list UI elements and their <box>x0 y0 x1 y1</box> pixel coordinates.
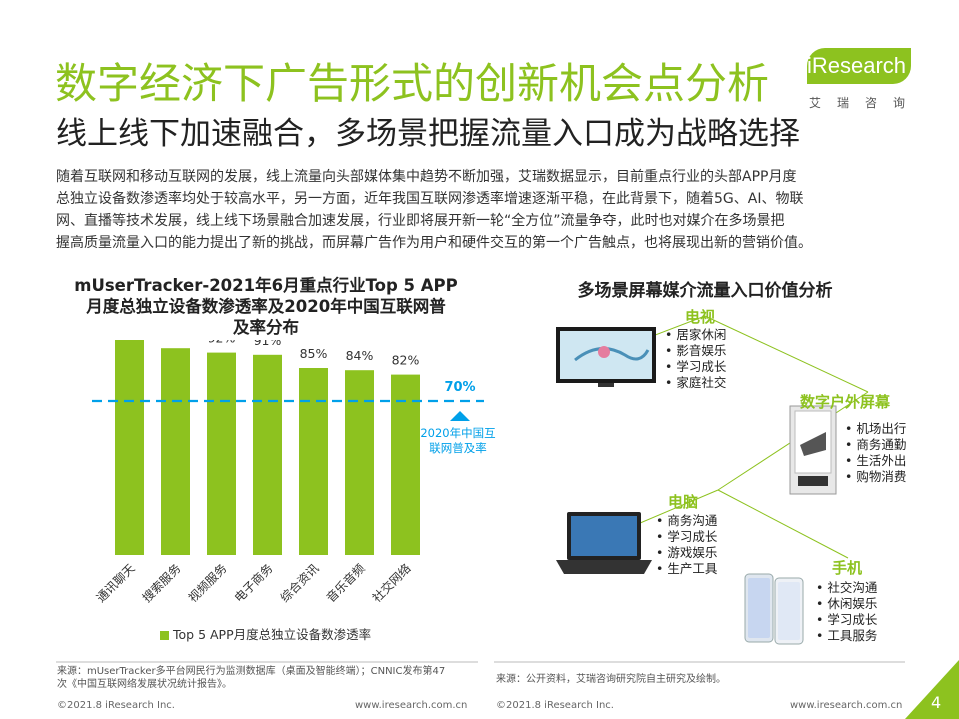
intro-paragraph: 随着互联网和移动互联网的发展，线上流量向头部媒体集中趋势不断加强，艾瑞数据显示，… <box>56 166 908 254</box>
chart-title-line: mUserTracker-2021年6月重点行业Top 5 APP <box>74 276 458 295</box>
device-item: 游戏娱乐 <box>656 545 717 561</box>
logo-cn: 艾瑞咨询 <box>809 96 922 110</box>
device-list-phone: 社交沟通 休闲娱乐 学习成长 工具服务 <box>816 580 877 644</box>
source-line: 来源：mUserTracker多平台网民行为监测数据库（桌面及智能终端）；CNN… <box>57 666 446 677</box>
device-item: 购物消费 <box>845 469 906 485</box>
chart-legend: Top 5 APP月度总独立设备数渗透率 <box>160 624 371 643</box>
device-list-outdoor: 机场出行 商务通勤 生活外出 购物消费 <box>845 421 906 485</box>
reference-value-label: 70% <box>444 380 475 395</box>
bar-value-label: 94% <box>162 340 190 341</box>
footer-url-left: www.iresearch.com.cn <box>355 700 468 711</box>
reference-marker-icon <box>450 411 470 421</box>
device-item: 机场出行 <box>845 421 906 437</box>
bar <box>391 374 420 555</box>
paragraph-line: 握高质量流量入口的能力提出了新的挑战，而屏幕广告作为用户和硬件交互的第一个广告触… <box>56 235 812 251</box>
page-title: 数字经济下广告形式的创新机会点分析 <box>55 59 770 108</box>
bar-value-label: 84% <box>346 348 374 363</box>
paragraph-line: 随着互联网和移动互联网的发展，线上流量向头部媒体集中趋势不断加强，艾瑞数据显示，… <box>56 169 797 185</box>
device-item: 影音娱乐 <box>665 343 726 359</box>
outdoor-screen-icon <box>789 405 837 495</box>
source-left: 来源：mUserTracker多平台网民行为监测数据库（桌面及智能终端）；CNN… <box>57 665 477 691</box>
device-title-pc: 电脑 <box>668 493 699 511</box>
bar <box>253 354 282 555</box>
bar-value-label: 82% <box>392 353 420 368</box>
page-number: 4 <box>931 693 942 712</box>
right-panel-title: 多场景屏幕媒介流量入口价值分析 <box>577 281 833 301</box>
device-item: 社交沟通 <box>816 580 877 596</box>
bar <box>299 368 328 555</box>
tv-icon <box>556 327 656 387</box>
logo-badge <box>807 48 911 84</box>
page-subtitle: 线上线下加速融合，多场景把握流量入口成为战略选择 <box>56 116 800 152</box>
footer-copyright-left: ©2021.8 iResearch Inc. <box>57 700 175 711</box>
chart-title-line: 及率分布 <box>233 318 299 337</box>
device-item: 学习成长 <box>656 529 717 545</box>
device-item: 工具服务 <box>816 628 877 644</box>
iresearch-logo: iResearch 艾瑞咨询 <box>793 44 911 116</box>
paragraph-line: 总独立设备数渗透率均处于较高水平，另一方面，近年我国互联网渗透率增速逐渐平稳，在… <box>56 191 804 207</box>
logo-brand: iResearch <box>807 53 907 78</box>
device-item: 生产工具 <box>656 561 717 577</box>
page-corner-shape <box>905 660 959 719</box>
device-list-tv: 居家休闲 影音娱乐 学习成长 家庭社交 <box>665 327 726 391</box>
penetration-bar-chart: 98%通讯聊天94%搜索服务92%视频服务91%电子商务85%综合资讯84%音乐… <box>92 340 496 605</box>
reference-note-label: 2020年中国互 <box>420 426 495 440</box>
device-item: 家庭社交 <box>665 375 726 391</box>
connector-line <box>704 315 869 393</box>
paragraph-line: 网、直播等技术发展，线上线下场景融合加速发展，行业即将展开新一轮“全方位”流量争… <box>56 213 785 229</box>
phone-icon <box>744 573 804 645</box>
laptop-icon <box>556 512 652 574</box>
device-item: 商务沟通 <box>656 513 717 529</box>
device-item: 学习成长 <box>816 612 877 628</box>
chart-title: mUserTracker-2021年6月重点行业Top 5 APP 月度总独立设… <box>56 275 476 338</box>
device-item: 居家休闲 <box>665 327 726 343</box>
device-item: 学习成长 <box>665 359 726 375</box>
device-item: 商务通勤 <box>845 437 906 453</box>
reference-note-label: 联网普及率 <box>429 441 487 455</box>
source-right: 来源：公开资料，艾瑞咨询研究院自主研究及绘制。 <box>496 674 726 685</box>
legend-label: Top 5 APP月度总独立设备数渗透率 <box>173 627 372 642</box>
legend-swatch <box>160 631 169 640</box>
bar <box>161 348 190 555</box>
footer-copyright-right: ©2021.8 iResearch Inc. <box>496 700 614 711</box>
device-title-tv: 电视 <box>685 308 716 326</box>
device-title-outdoor: 数字户外屏幕 <box>800 393 891 411</box>
bar-value-label: 91% <box>254 340 282 348</box>
bar-value-label: 85% <box>300 346 328 361</box>
source-line: 次《中国互联网络发展状况统计报告》。 <box>57 679 232 690</box>
device-item: 休闲娱乐 <box>816 596 877 612</box>
footer-url-right: www.iresearch.com.cn <box>790 700 903 711</box>
chart-title-line: 月度总独立设备数渗透率及2020年中国互联网普 <box>86 297 446 316</box>
bar-value-label: 92% <box>208 340 236 346</box>
device-list-pc: 商务沟通 学习成长 游戏娱乐 生产工具 <box>656 513 717 577</box>
device-item: 生活外出 <box>845 453 906 469</box>
device-title-phone: 手机 <box>832 559 863 577</box>
bar <box>207 352 236 555</box>
bar <box>115 340 144 555</box>
connector-line <box>717 489 849 559</box>
